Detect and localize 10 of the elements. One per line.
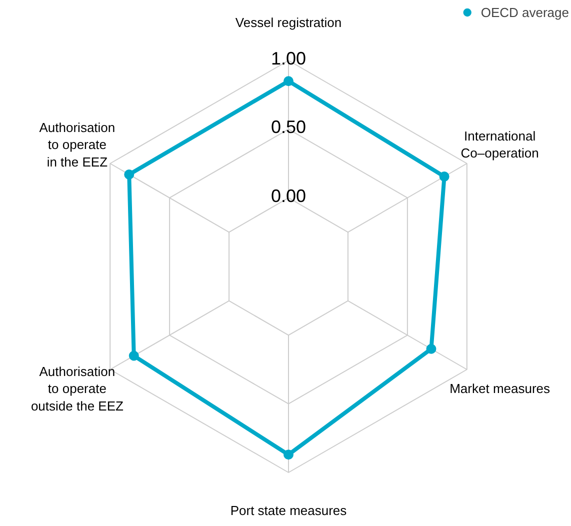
- spoke-label: Authorisation to operate outside the EEZ: [30, 364, 124, 414]
- y-tick-label: 1.00: [270, 48, 306, 68]
- y-tick-label: 0.00: [270, 186, 306, 206]
- spoke-label: International Co–operation: [460, 128, 539, 161]
- spoke-label: Vessel registration: [235, 15, 342, 30]
- spoke-label: Port state measures: [230, 503, 348, 518]
- legend-label: OECD average: [480, 4, 569, 20]
- spoke-label: Authorisation to operate in the EEZ: [39, 120, 116, 170]
- y-tick-label: 0.50: [270, 117, 306, 138]
- spoke-label: Market measures: [450, 381, 551, 396]
